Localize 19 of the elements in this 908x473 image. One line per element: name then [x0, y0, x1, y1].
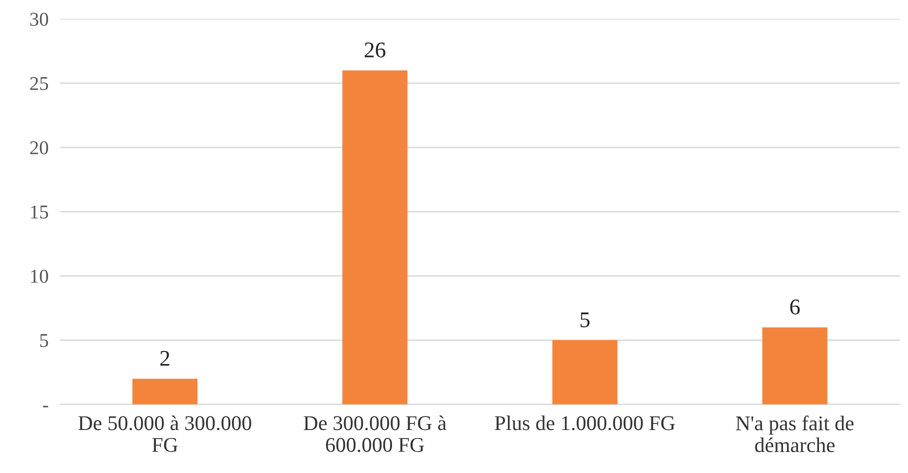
y-tick-label: 5 — [40, 334, 48, 348]
y-tick-label: 10 — [31, 270, 48, 283]
y-tick-label: 30 — [30, 12, 48, 26]
y-tick-label: 20 — [30, 141, 48, 154]
y-tick-label: 15 — [31, 206, 48, 219]
x-tick-label: De 300.000 FG à 600.000 FG — [304, 415, 446, 452]
data-label: 6 — [790, 300, 800, 314]
bar — [552, 340, 618, 404]
bar — [342, 70, 408, 404]
x-tick-label: De 50.000 à 300.000 FG — [78, 415, 252, 452]
bar — [132, 378, 198, 404]
data-label: 5 — [580, 312, 590, 328]
data-label: 26 — [364, 42, 386, 58]
x-tick-label: N'a pas fait de démarche — [736, 416, 854, 452]
y-tick-label: - — [43, 406, 48, 408]
y-tick-label: 25 — [30, 77, 48, 90]
x-tick-label: Plus de 1.000.000 FG — [494, 416, 675, 430]
data-label: 2 — [160, 350, 170, 366]
bar — [762, 327, 828, 404]
